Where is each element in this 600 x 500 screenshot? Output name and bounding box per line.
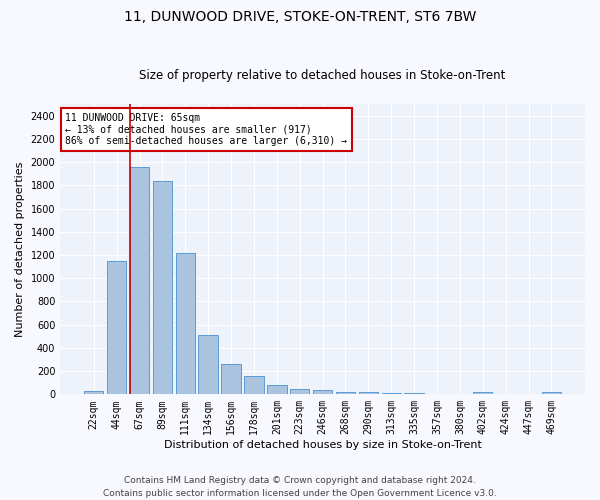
Bar — [199, 335, 218, 394]
Bar — [152, 180, 172, 394]
Y-axis label: Number of detached properties: Number of detached properties — [15, 162, 25, 337]
Bar — [130, 166, 149, 394]
Bar — [382, 392, 401, 394]
Bar — [267, 385, 287, 394]
Text: Contains HM Land Registry data © Crown copyright and database right 2024.
Contai: Contains HM Land Registry data © Crown c… — [103, 476, 497, 498]
Text: 11, DUNWOOD DRIVE, STOKE-ON-TRENT, ST6 7BW: 11, DUNWOOD DRIVE, STOKE-ON-TRENT, ST6 7… — [124, 10, 476, 24]
Bar — [336, 392, 355, 394]
Bar — [290, 388, 310, 394]
Bar — [473, 392, 493, 394]
Bar — [313, 390, 332, 394]
Bar — [107, 261, 127, 394]
Bar — [359, 392, 378, 394]
Bar — [84, 391, 103, 394]
Bar — [176, 252, 195, 394]
Text: 11 DUNWOOD DRIVE: 65sqm
← 13% of detached houses are smaller (917)
86% of semi-d: 11 DUNWOOD DRIVE: 65sqm ← 13% of detache… — [65, 112, 347, 146]
Bar — [244, 376, 263, 394]
X-axis label: Distribution of detached houses by size in Stoke-on-Trent: Distribution of detached houses by size … — [164, 440, 482, 450]
Bar — [404, 392, 424, 394]
Bar — [221, 364, 241, 394]
Bar — [542, 392, 561, 394]
Title: Size of property relative to detached houses in Stoke-on-Trent: Size of property relative to detached ho… — [139, 69, 506, 82]
